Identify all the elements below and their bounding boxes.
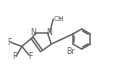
Text: N: N — [47, 28, 53, 37]
Text: F: F — [12, 52, 17, 61]
Text: Br: Br — [66, 47, 75, 56]
Text: N: N — [30, 28, 36, 37]
Text: CH: CH — [54, 16, 64, 22]
Text: F: F — [28, 52, 33, 61]
Text: F: F — [7, 38, 12, 47]
Text: 3: 3 — [57, 17, 61, 22]
